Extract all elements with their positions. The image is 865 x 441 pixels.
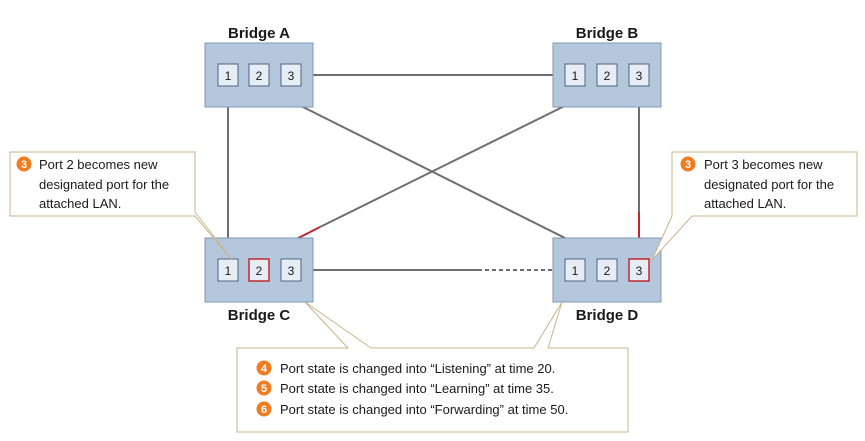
callout-bottom-badge-2 [256, 380, 272, 396]
bridge-a-port-3[interactable]: 3 [280, 63, 302, 87]
bridge-d-port-1[interactable]: 1 [564, 258, 586, 282]
port-label: 3 [288, 69, 295, 83]
port-label: 2 [256, 264, 263, 278]
port-label: 1 [572, 69, 579, 83]
callout-left-line-2: designated port for the [39, 177, 169, 192]
port-label: 3 [288, 264, 295, 278]
bridge-b: Bridge B 1 2 3 [552, 25, 662, 108]
callout-left-line-1: Port 2 becomes new [39, 157, 158, 172]
bridge-a-title: Bridge A [228, 25, 290, 42]
port-label: 2 [604, 264, 611, 278]
bridge-d-port-3[interactable]: 3 [628, 258, 650, 282]
callout-bottom-badge-2-number: 5 [261, 383, 267, 395]
callout-right-line-1: Port 3 becomes new [704, 157, 823, 172]
port-label: 1 [225, 69, 232, 83]
bridge-a-port-1[interactable]: 1 [217, 63, 239, 87]
callout-bottom-balloon [236, 301, 629, 433]
bridge-c-port-2[interactable]: 2 [248, 258, 270, 282]
callout-left-badge-number: 3 [21, 159, 27, 171]
port-label: 1 [225, 264, 232, 278]
bridge-c-title: Bridge C [228, 307, 291, 324]
bridge-b-port-3[interactable]: 3 [628, 63, 650, 87]
bridge-b-title: Bridge B [576, 25, 639, 42]
callout-left-line-3: attached LAN. [39, 196, 121, 211]
bridge-d-title: Bridge D [576, 307, 639, 324]
callout-bottom-badge-3-number: 6 [261, 404, 267, 416]
callout-left-badge [16, 156, 32, 172]
callout-right-line-3: attached LAN. [704, 196, 786, 211]
callout-left: 3 Port 2 becomes new designated port for… [9, 151, 233, 261]
bridge-a: Bridge A 1 2 3 [204, 25, 314, 108]
callout-right-badge [680, 156, 696, 172]
callout-bottom-badge-1-number: 4 [261, 363, 268, 375]
callout-bottom-badge-1 [256, 360, 272, 376]
callout-right-badge-number: 3 [685, 159, 691, 171]
bridge-c-port-1[interactable]: 1 [217, 258, 239, 282]
callout-bottom: 4 Port state is changed into “Listening”… [236, 301, 629, 433]
port-label: 1 [572, 264, 579, 278]
callout-bottom-badge-3 [256, 401, 272, 417]
callout-bottom-step-2: Port state is changed into “Learning” at… [280, 381, 554, 396]
port-label: 3 [636, 69, 643, 83]
port-label: 2 [604, 69, 611, 83]
port-label: 2 [256, 69, 263, 83]
bridge-b-port-1[interactable]: 1 [564, 63, 586, 87]
callout-right-balloon [651, 151, 858, 261]
bridge-c: 1 2 3 Bridge C [204, 237, 314, 324]
bridge-b-port-2[interactable]: 2 [596, 63, 618, 87]
callout-left-balloon [9, 151, 233, 261]
bridge-c-port-3[interactable]: 3 [280, 258, 302, 282]
callout-right: 3 Port 3 becomes new designated port for… [651, 151, 858, 261]
bridge-a-port-2[interactable]: 2 [248, 63, 270, 87]
callout-bottom-step-3: Port state is changed into “Forwarding” … [280, 402, 568, 417]
bridge-d: 1 2 3 Bridge D [552, 237, 662, 324]
port-label: 3 [636, 264, 643, 278]
callout-right-line-2: designated port for the [704, 177, 834, 192]
link-b2-c2 [319, 84, 608, 228]
callout-bottom-step-1: Port state is changed into “Listening” a… [280, 361, 555, 376]
bridge-d-port-2[interactable]: 2 [596, 258, 618, 282]
